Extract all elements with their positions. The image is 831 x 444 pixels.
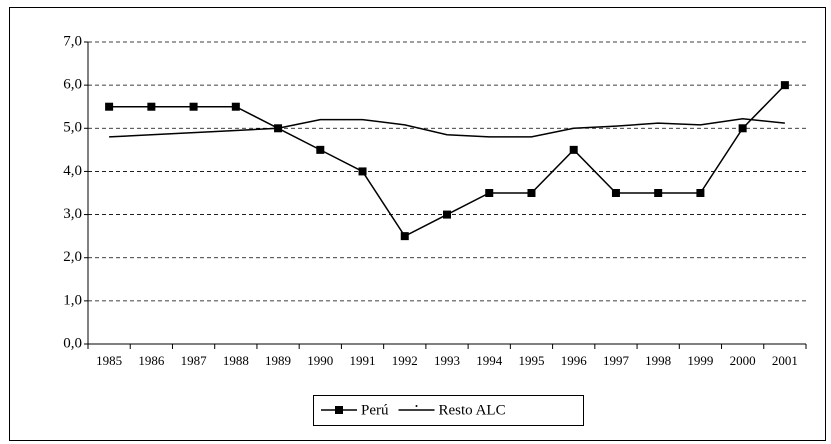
x-tick-label: 1989 xyxy=(265,353,291,368)
x-tick-label: 1998 xyxy=(645,353,671,368)
x-tick-label: 1988 xyxy=(223,353,249,368)
x-tick-label: 1993 xyxy=(434,353,460,368)
legend-label: Perú xyxy=(361,402,389,418)
point-marker xyxy=(611,189,620,197)
point-marker xyxy=(780,81,789,90)
point-marker xyxy=(147,102,156,111)
x-tick-label: 1996 xyxy=(561,353,588,368)
point-marker xyxy=(189,102,198,111)
x-tick-label: 1995 xyxy=(518,353,544,368)
x-tick-label: 1985 xyxy=(96,353,122,368)
x-tick-label: 1994 xyxy=(476,353,503,368)
series-line xyxy=(109,118,785,138)
x-tick-label: 1999 xyxy=(687,353,713,368)
y-tick-label: 3,0 xyxy=(63,206,82,222)
point-marker xyxy=(485,189,494,197)
y-tick-label: 1,0 xyxy=(63,292,82,308)
x-tick-label: 1992 xyxy=(392,353,418,368)
y-tick-label: 2,0 xyxy=(63,249,82,265)
point-marker xyxy=(443,210,451,219)
point-marker xyxy=(316,145,325,154)
point-marker xyxy=(400,232,409,241)
point-marker xyxy=(358,167,367,176)
y-tick-label: 7,0 xyxy=(63,33,82,49)
x-tick-label: 2000 xyxy=(730,353,756,368)
legend-box xyxy=(313,395,584,426)
point-marker xyxy=(654,189,663,197)
point-marker xyxy=(738,124,747,133)
y-tick-label: 4,0 xyxy=(63,163,82,179)
x-tick-label: 1991 xyxy=(350,353,376,368)
x-tick-label: 1990 xyxy=(307,353,333,368)
point-marker xyxy=(231,102,240,111)
x-tick-label: 2001 xyxy=(772,353,798,368)
y-tick-label: 5,0 xyxy=(63,120,82,136)
y-tick-label: 0,0 xyxy=(63,335,82,351)
legend-marker xyxy=(415,405,418,407)
point-marker xyxy=(696,189,705,197)
y-tick-label: 6,0 xyxy=(63,77,82,93)
legend-label: Resto ALC xyxy=(439,402,506,418)
x-tick-label: 1986 xyxy=(138,353,165,368)
chart-frame xyxy=(9,7,826,441)
point-marker xyxy=(105,102,114,111)
x-tick-label: 1997 xyxy=(603,353,630,368)
point-marker xyxy=(527,189,536,197)
point-marker xyxy=(569,145,578,154)
x-tick-label: 1987 xyxy=(181,353,208,368)
legend-marker xyxy=(335,406,343,414)
